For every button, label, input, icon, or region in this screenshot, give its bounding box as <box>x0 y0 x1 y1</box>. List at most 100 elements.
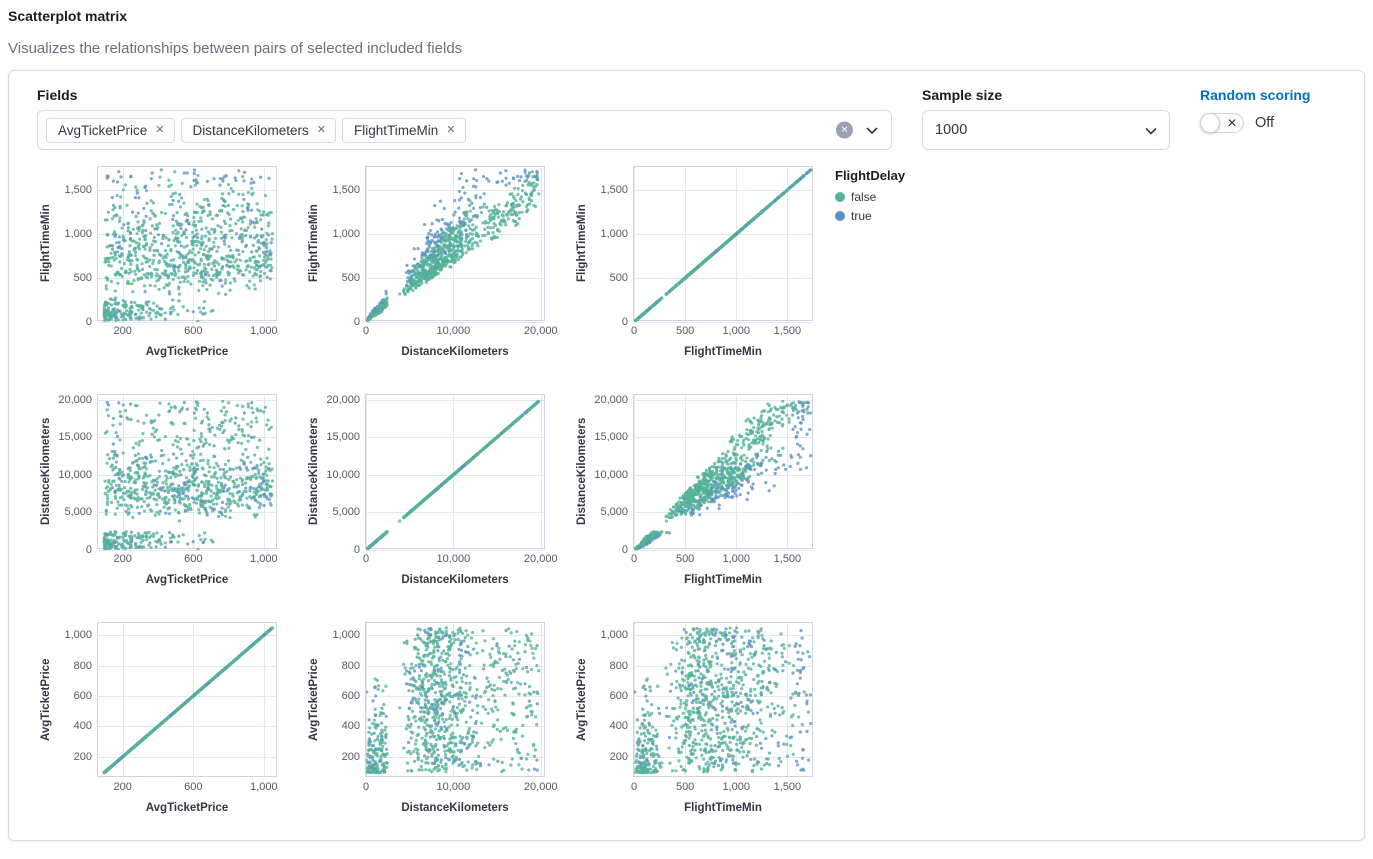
y-tick-label: 10,000 <box>326 468 360 481</box>
plot-area: 0 500 1,000 1,500 0 5,000 10,000 15,000 20,000 <box>594 394 814 565</box>
y-axis-title: DistanceKilometers <box>308 417 320 526</box>
x-tick-label: 20,000 <box>523 781 558 793</box>
x-tick-label: 1,000 <box>722 553 751 565</box>
legend: FlightDelay false true <box>835 166 955 814</box>
field-pill-avgticketprice[interactable]: AvgTicketPrice ✕ <box>46 117 175 143</box>
matrix-row: AvgTicketPrice 200 600 1,000 200 400 600 800 1,0… <box>37 622 814 814</box>
legend-item-true: true <box>835 209 955 223</box>
x-axis-title: AvgTicketPrice <box>145 574 229 586</box>
combo-icons: ✕ <box>836 121 880 139</box>
x-axis-title: AvgTicketPrice <box>145 802 229 814</box>
y-tick-label: 10,000 <box>594 468 628 481</box>
y-tick-label: 20,000 <box>326 393 360 406</box>
x-tick-label: 1,000 <box>722 325 751 337</box>
x-tick-label: 500 <box>675 553 695 565</box>
plot-area: 200 600 1,000 0 500 1,000 1,500 <box>64 166 278 337</box>
plot-area: 0 10,000 20,000 200 400 600 800 1,000 <box>332 622 558 793</box>
plot-area: 200 600 1,000 200 400 600 800 1,000 <box>64 622 278 793</box>
y-tick-label: 0 <box>621 544 628 556</box>
plot-area: 0 500 1,000 1,500 200 400 600 800 1,000 <box>600 622 814 793</box>
x-tick-label: 0 <box>362 781 370 793</box>
fields-group: Fields AvgTicketPrice ✕ DistanceKilomete… <box>37 87 892 150</box>
random-scoring-switch-row: ✕ Off <box>1200 113 1336 133</box>
x-tick-label: 200 <box>113 781 132 793</box>
y-tick-label: 10,000 <box>58 468 92 481</box>
scatter-points-canvas <box>98 395 278 550</box>
y-tick-label: 1,000 <box>332 629 360 642</box>
y-tick-label: 800 <box>609 659 628 672</box>
y-tick-label: 0 <box>85 316 92 328</box>
random-scoring-toggle[interactable]: ✕ <box>1200 113 1244 133</box>
y-axis-title: DistanceKilometers <box>40 417 52 526</box>
y-tick-label: 200 <box>609 750 628 763</box>
fields-combobox[interactable]: AvgTicketPrice ✕ DistanceKilometers ✕ Fl… <box>37 110 892 150</box>
x-axis-title: AvgTicketPrice <box>145 346 229 358</box>
y-tick-label: 800 <box>341 659 360 672</box>
y-axis-title: FlightTimeMin <box>308 204 320 283</box>
x-axis-title: DistanceKilometers <box>401 346 509 358</box>
x-tick-label: 500 <box>675 325 695 337</box>
matrix-area: FlightTimeMin 200 600 1,000 0 500 1,000 1,500 Av… <box>37 166 1336 814</box>
y-axis-title: AvgTicketPrice <box>308 658 320 741</box>
x-tick-label: 1,000 <box>250 325 278 337</box>
x-tick-label: 10,000 <box>436 553 471 565</box>
x-tick-label: 10,000 <box>436 781 471 793</box>
x-tick-label: 10,000 <box>436 325 471 337</box>
gridline <box>366 322 544 323</box>
y-tick-label: 400 <box>341 720 360 733</box>
field-pill-flighttimemin[interactable]: FlightTimeMin ✕ <box>342 117 466 143</box>
legend-item-false: false <box>835 190 955 204</box>
remove-field-icon[interactable]: ✕ <box>446 123 456 136</box>
plot-area: 0 500 1,000 1,500 0 500 1,000 1,500 <box>600 166 814 337</box>
y-tick-label: 1,500 <box>600 183 628 196</box>
fields-label: Fields <box>37 87 78 103</box>
random-scoring-group: Random scoring ✕ Off <box>1200 87 1336 133</box>
chevron-down-icon <box>1145 128 1157 135</box>
y-tick-label: 15,000 <box>58 431 92 444</box>
y-tick-label: 15,000 <box>326 431 360 444</box>
y-tick-label: 0 <box>621 316 628 328</box>
x-axis-title: FlightTimeMin <box>684 346 762 358</box>
x-tick-label: 1,000 <box>250 553 278 565</box>
remove-field-icon[interactable]: ✕ <box>155 123 165 136</box>
clear-fields-button[interactable]: ✕ <box>836 121 853 139</box>
sample-size-value: 1000 <box>935 122 968 138</box>
gridline <box>98 322 276 323</box>
gridline <box>98 550 276 551</box>
remove-field-icon[interactable]: ✕ <box>316 123 327 136</box>
scatter-cell-AvgTicketPrice-vs-FlightTimeMin: AvgTicketPrice 0 500 1,000 1,500 200 400 600 800… <box>573 622 814 814</box>
sample-size-select[interactable]: 1000 <box>922 110 1170 150</box>
x-axis-title: DistanceKilometers <box>401 574 509 586</box>
scatterplot-matrix: FlightTimeMin 200 600 1,000 0 500 1,000 1,500 Av… <box>37 166 814 814</box>
y-tick-label: 0 <box>353 544 360 556</box>
x-tick-label: 0 <box>630 781 638 793</box>
y-tick-label: 20,000 <box>58 393 92 406</box>
legend-label: true <box>851 209 872 223</box>
field-pill-distancekilometers[interactable]: DistanceKilometers ✕ <box>180 117 337 143</box>
scatter-cell-AvgTicketPrice-vs-AvgTicketPrice: AvgTicketPrice 200 600 1,000 200 400 600 800 1,0… <box>37 622 278 814</box>
y-tick-label: 600 <box>609 689 628 702</box>
x-tick-label: 200 <box>113 325 132 337</box>
page-subtitle: Visualizes the relationships between pai… <box>8 40 463 57</box>
matrix-row: FlightTimeMin 200 600 1,000 0 500 1,000 1,500 Av… <box>37 166 814 358</box>
legend-swatch-true <box>835 211 845 221</box>
y-axis-title: FlightTimeMin <box>576 204 588 283</box>
field-pill-label: FlightTimeMin <box>354 122 439 138</box>
controls-row: Fields AvgTicketPrice ✕ DistanceKilomete… <box>37 87 1336 150</box>
y-tick-label: 0 <box>85 544 92 556</box>
y-tick-label: 400 <box>73 720 92 733</box>
y-tick-label: 1,000 <box>332 227 360 240</box>
y-tick-label: 200 <box>73 750 92 763</box>
random-scoring-label[interactable]: Random scoring <box>1200 87 1311 103</box>
y-tick-label: 15,000 <box>594 431 628 444</box>
x-axis-title: FlightTimeMin <box>684 574 762 586</box>
y-tick-label: 600 <box>341 689 360 702</box>
y-tick-label: 1,500 <box>332 183 360 196</box>
y-tick-label: 200 <box>341 750 360 763</box>
switch-knob <box>1200 113 1220 133</box>
plot-area: 0 10,000 20,000 0 5,000 10,000 15,000 20,000 <box>326 394 557 566</box>
chevron-down-icon[interactable] <box>864 122 880 138</box>
y-tick-label: 1,000 <box>600 629 628 642</box>
scatterplot-matrix-panel: Fields AvgTicketPrice ✕ DistanceKilomete… <box>8 70 1365 841</box>
gridline <box>634 550 812 551</box>
